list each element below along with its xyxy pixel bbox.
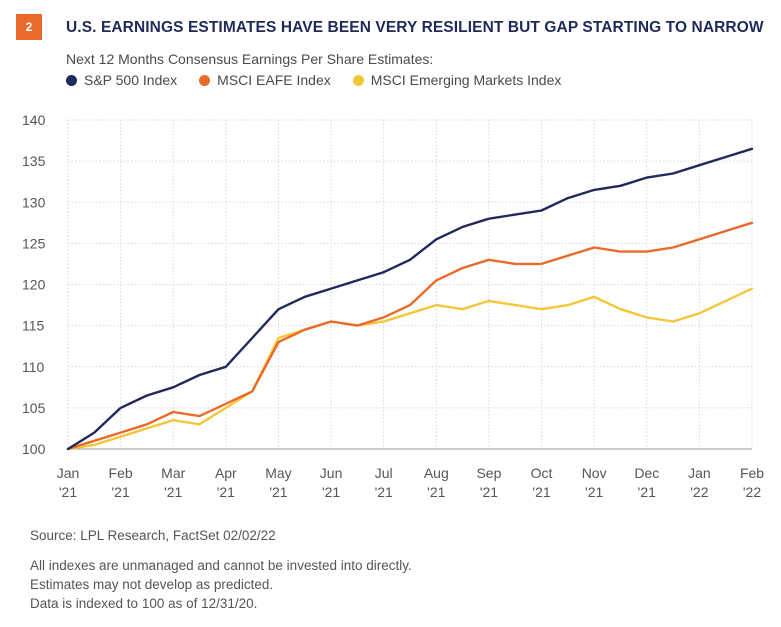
y-tick-label: 135 <box>22 153 46 169</box>
legend-swatch-sp500 <box>66 74 77 86</box>
x-tick-label-month: Feb <box>740 465 764 481</box>
grid-layer <box>67 119 753 450</box>
x-tick-label-month: Jul <box>375 465 393 481</box>
x-tick-label-month: Jan <box>57 465 80 481</box>
x-tick-label-year: '22 <box>743 484 761 500</box>
x-tick-label-year: '21 <box>322 484 340 500</box>
legend-item-em: MSCI Emerging Markets Index <box>352 72 562 88</box>
footnote-line: Estimates may not develop as predicted. <box>30 577 274 592</box>
source-note: Source: LPL Research, FactSet 02/02/22 <box>30 528 276 543</box>
x-axis: Jan '21 Feb '21 Mar '21 Apr '21 May '21 Jun '21 Jul '… <box>57 465 765 500</box>
x-tick-label-year: '21 <box>638 484 656 500</box>
x-tick-label-month: Apr <box>215 465 237 481</box>
footnote-line: All indexes are unmanaged and cannot be … <box>30 558 412 573</box>
x-tick-label-month: May <box>265 465 291 481</box>
y-tick-label: 130 <box>22 194 46 210</box>
figure-number-badge: 2 <box>16 14 42 40</box>
x-tick-label-month: Jan <box>688 465 711 481</box>
series-line-eafe <box>66 221 754 451</box>
legend-swatch-em <box>352 74 364 86</box>
footnote-line: Data is indexed to 100 as of 12/31/20. <box>30 596 258 611</box>
series-layer <box>66 147 754 451</box>
x-tick-label-month: Feb <box>109 465 133 481</box>
x-tick-label-month: Nov <box>582 465 607 481</box>
y-tick-label: 140 <box>22 112 46 128</box>
x-tick-label-month: Jun <box>320 465 343 481</box>
x-tick-label-year: '21 <box>375 484 393 500</box>
chart-title: U.S. EARNINGS ESTIMATES HAVE BEEN VERY R… <box>66 19 764 36</box>
legend: S&P 500 Index MSCI EAFE Index MSCI Emerg… <box>66 72 561 88</box>
x-tick-label-year: '22 <box>690 484 708 500</box>
y-tick-label: 125 <box>22 235 46 251</box>
y-tick-label: 120 <box>22 277 46 293</box>
legend-swatch-eafe <box>199 74 211 86</box>
legend-label-eafe: MSCI EAFE Index <box>217 72 331 88</box>
x-tick-label-year: '21 <box>111 484 129 500</box>
legend-item-sp500: S&P 500 Index <box>66 72 177 88</box>
x-tick-label-month: Sep <box>476 465 501 481</box>
y-axis: 100 105 110 115 120 125 130 135 140 <box>22 112 46 457</box>
x-tick-label-month: Mar <box>161 465 185 481</box>
series-line-em <box>66 287 754 451</box>
legend-label-sp500: S&P 500 Index <box>84 72 178 88</box>
x-tick-label-year: '21 <box>164 484 182 500</box>
chart-subtitle: Next 12 Months Consensus Earnings Per Sh… <box>66 51 434 67</box>
footnotes: All indexes are unmanaged and cannot be … <box>30 556 412 613</box>
x-tick-label-year: '21 <box>217 484 235 500</box>
y-tick-label: 105 <box>22 400 46 416</box>
x-tick-label-month: Oct <box>531 465 553 481</box>
y-tick-label: 115 <box>22 318 45 334</box>
x-tick-label-month: Dec <box>634 465 659 481</box>
x-tick-label-year: '21 <box>532 484 550 500</box>
x-tick-label-year: '21 <box>269 484 287 500</box>
y-tick-label: 110 <box>22 359 45 375</box>
x-tick-label-year: '21 <box>480 484 498 500</box>
series-line-sp500 <box>66 147 754 451</box>
x-tick-label-year: '21 <box>427 484 445 500</box>
legend-item-eafe: MSCI EAFE Index <box>199 72 331 88</box>
legend-label-em: MSCI Emerging Markets Index <box>370 72 562 88</box>
x-tick-label-month: Aug <box>424 465 449 481</box>
y-tick-label: 100 <box>22 441 46 457</box>
x-tick-label-year: '21 <box>59 484 77 500</box>
x-tick-label-year: '21 <box>585 484 603 500</box>
